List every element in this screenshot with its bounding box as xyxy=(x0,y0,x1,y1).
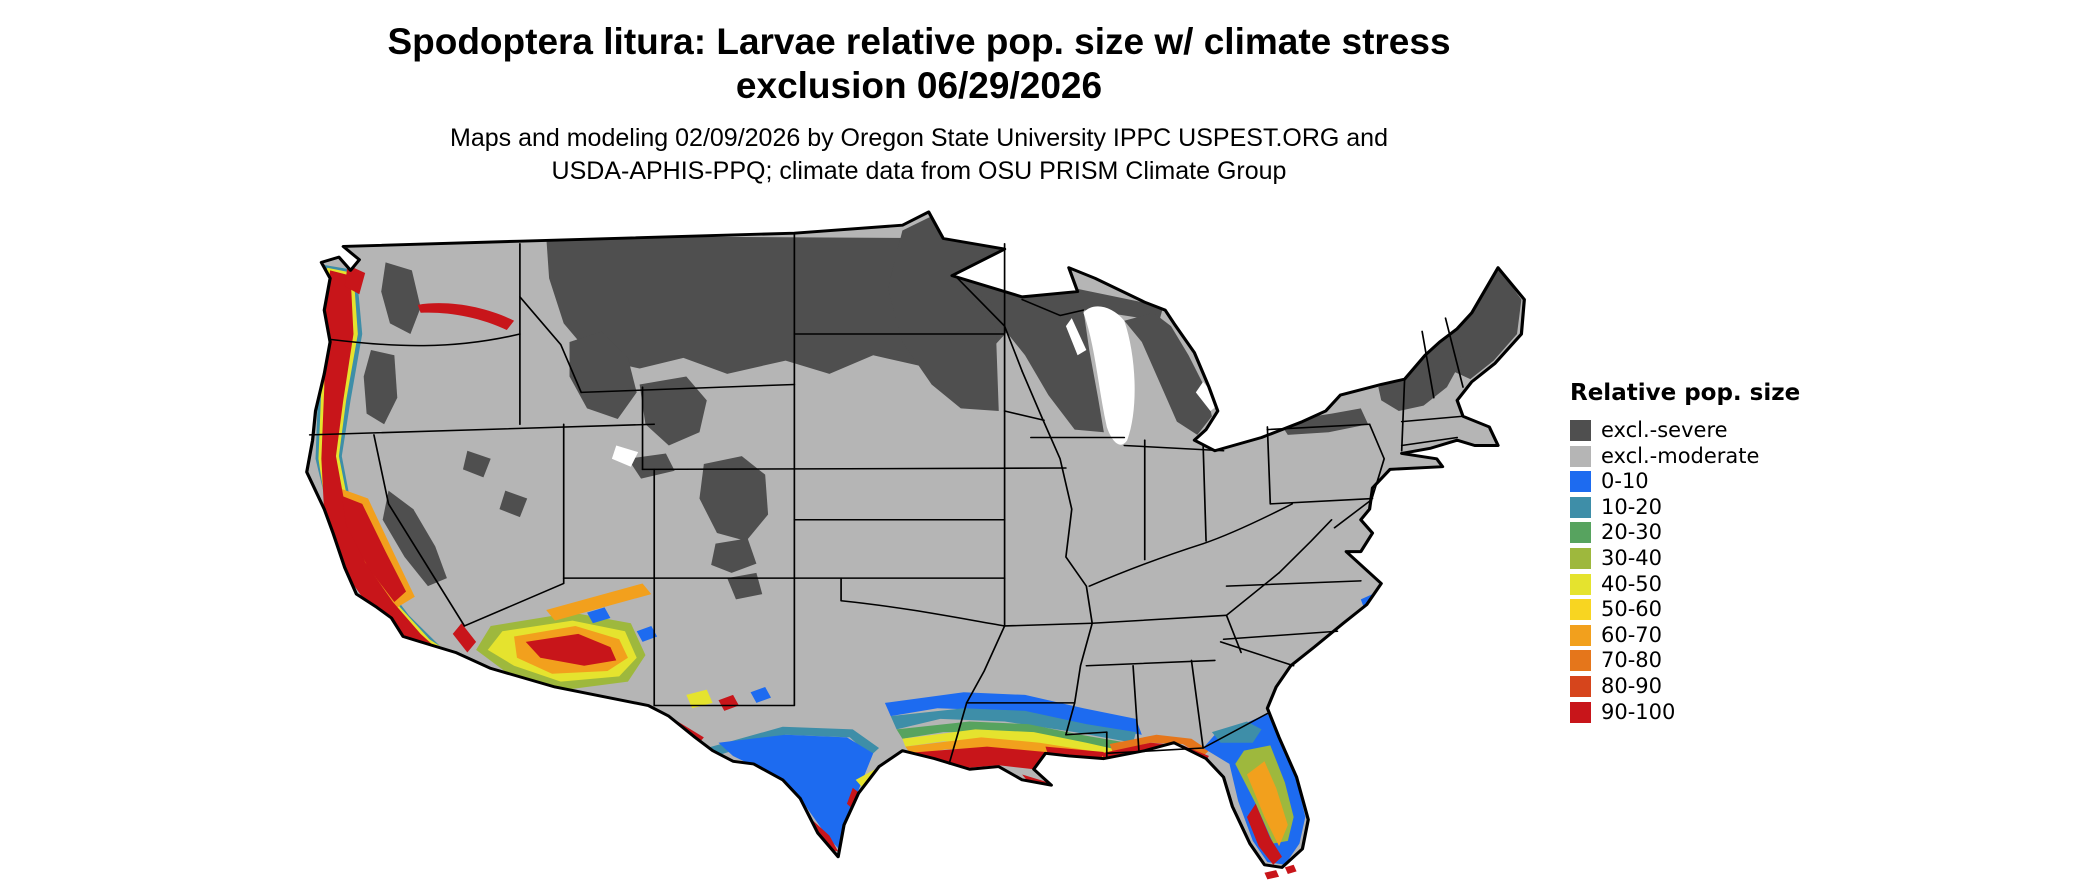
legend-label: 90-100 xyxy=(1601,699,1676,724)
map-subtitle-line1: Maps and modeling 02/09/2026 by Oregon S… xyxy=(450,124,1388,152)
us-risk-map xyxy=(305,210,1526,880)
map-title: Spodoptera litura: Larvae relative pop. … xyxy=(0,20,1838,108)
legend-label: 40-50 xyxy=(1601,571,1663,596)
legend-row: 70-80 xyxy=(1570,648,1800,673)
legend-swatch-30-40 xyxy=(1570,547,1591,569)
us-outline xyxy=(305,210,1526,869)
legend-swatch-0-10 xyxy=(1570,471,1591,493)
legend-swatch-90-100 xyxy=(1570,701,1591,723)
severe-exclusion-regions xyxy=(363,211,1522,600)
legend-label: 0-10 xyxy=(1601,469,1649,494)
legend-label: 50-60 xyxy=(1601,597,1663,622)
legend-label: 30-40 xyxy=(1601,545,1663,570)
state-borders xyxy=(308,232,1464,765)
legend-row: excl.-severe xyxy=(1570,420,1800,441)
map-title-line2: exclusion 06/29/2026 xyxy=(735,65,1103,106)
legend-label: 10-20 xyxy=(1601,494,1663,519)
legend-swatch-60-70 xyxy=(1570,624,1591,646)
legend-swatch-70-80 xyxy=(1570,650,1591,672)
legend-swatch-10-20 xyxy=(1570,496,1591,518)
legend-swatch-80-90 xyxy=(1570,675,1591,697)
legend-row: 80-90 xyxy=(1570,673,1800,698)
legend-label: 70-80 xyxy=(1601,648,1663,673)
legend-label: excl.-severe xyxy=(1601,418,1728,442)
legend-label: 80-90 xyxy=(1601,673,1663,698)
legend-swatch-50-60 xyxy=(1570,599,1591,621)
legend-row: 20-30 xyxy=(1570,520,1800,545)
legend-row: 60-70 xyxy=(1570,622,1800,647)
legend-row: 10-20 xyxy=(1570,494,1800,519)
legend-row: 50-60 xyxy=(1570,597,1800,622)
legend-row: 0-10 xyxy=(1570,469,1800,494)
lake-michigan xyxy=(1083,306,1135,445)
legend-swatch-excl-moderate xyxy=(1570,445,1591,467)
legend-row: 90-100 xyxy=(1570,699,1800,724)
legend-swatch-20-30 xyxy=(1570,522,1591,544)
legend-swatch-40-50 xyxy=(1570,573,1591,595)
legend-label: 60-70 xyxy=(1601,622,1663,647)
legend-row: 30-40 xyxy=(1570,545,1800,570)
map-subtitle-line2: USDA-APHIS-PPQ; climate data from OSU PR… xyxy=(551,157,1287,185)
florida-keys xyxy=(1264,864,1297,880)
legend-row: excl.-moderate xyxy=(1570,443,1800,468)
map-title-line1: Spodoptera litura: Larvae relative pop. … xyxy=(387,21,1451,62)
great-salt-lake xyxy=(611,445,639,467)
legend: Relative pop. size excl.-severe excl.-mo… xyxy=(1570,380,1800,727)
legend-row: 40-50 xyxy=(1570,571,1800,596)
green-bay xyxy=(1065,318,1087,356)
map-subtitle: Maps and modeling 02/09/2026 by Oregon S… xyxy=(0,122,1838,188)
legend-label: excl.-moderate xyxy=(1601,443,1760,468)
great-lakes xyxy=(611,306,1221,467)
legend-title: Relative pop. size xyxy=(1570,380,1801,406)
legend-swatch-excl-severe xyxy=(1570,420,1591,441)
legend-label: 20-30 xyxy=(1601,520,1663,545)
